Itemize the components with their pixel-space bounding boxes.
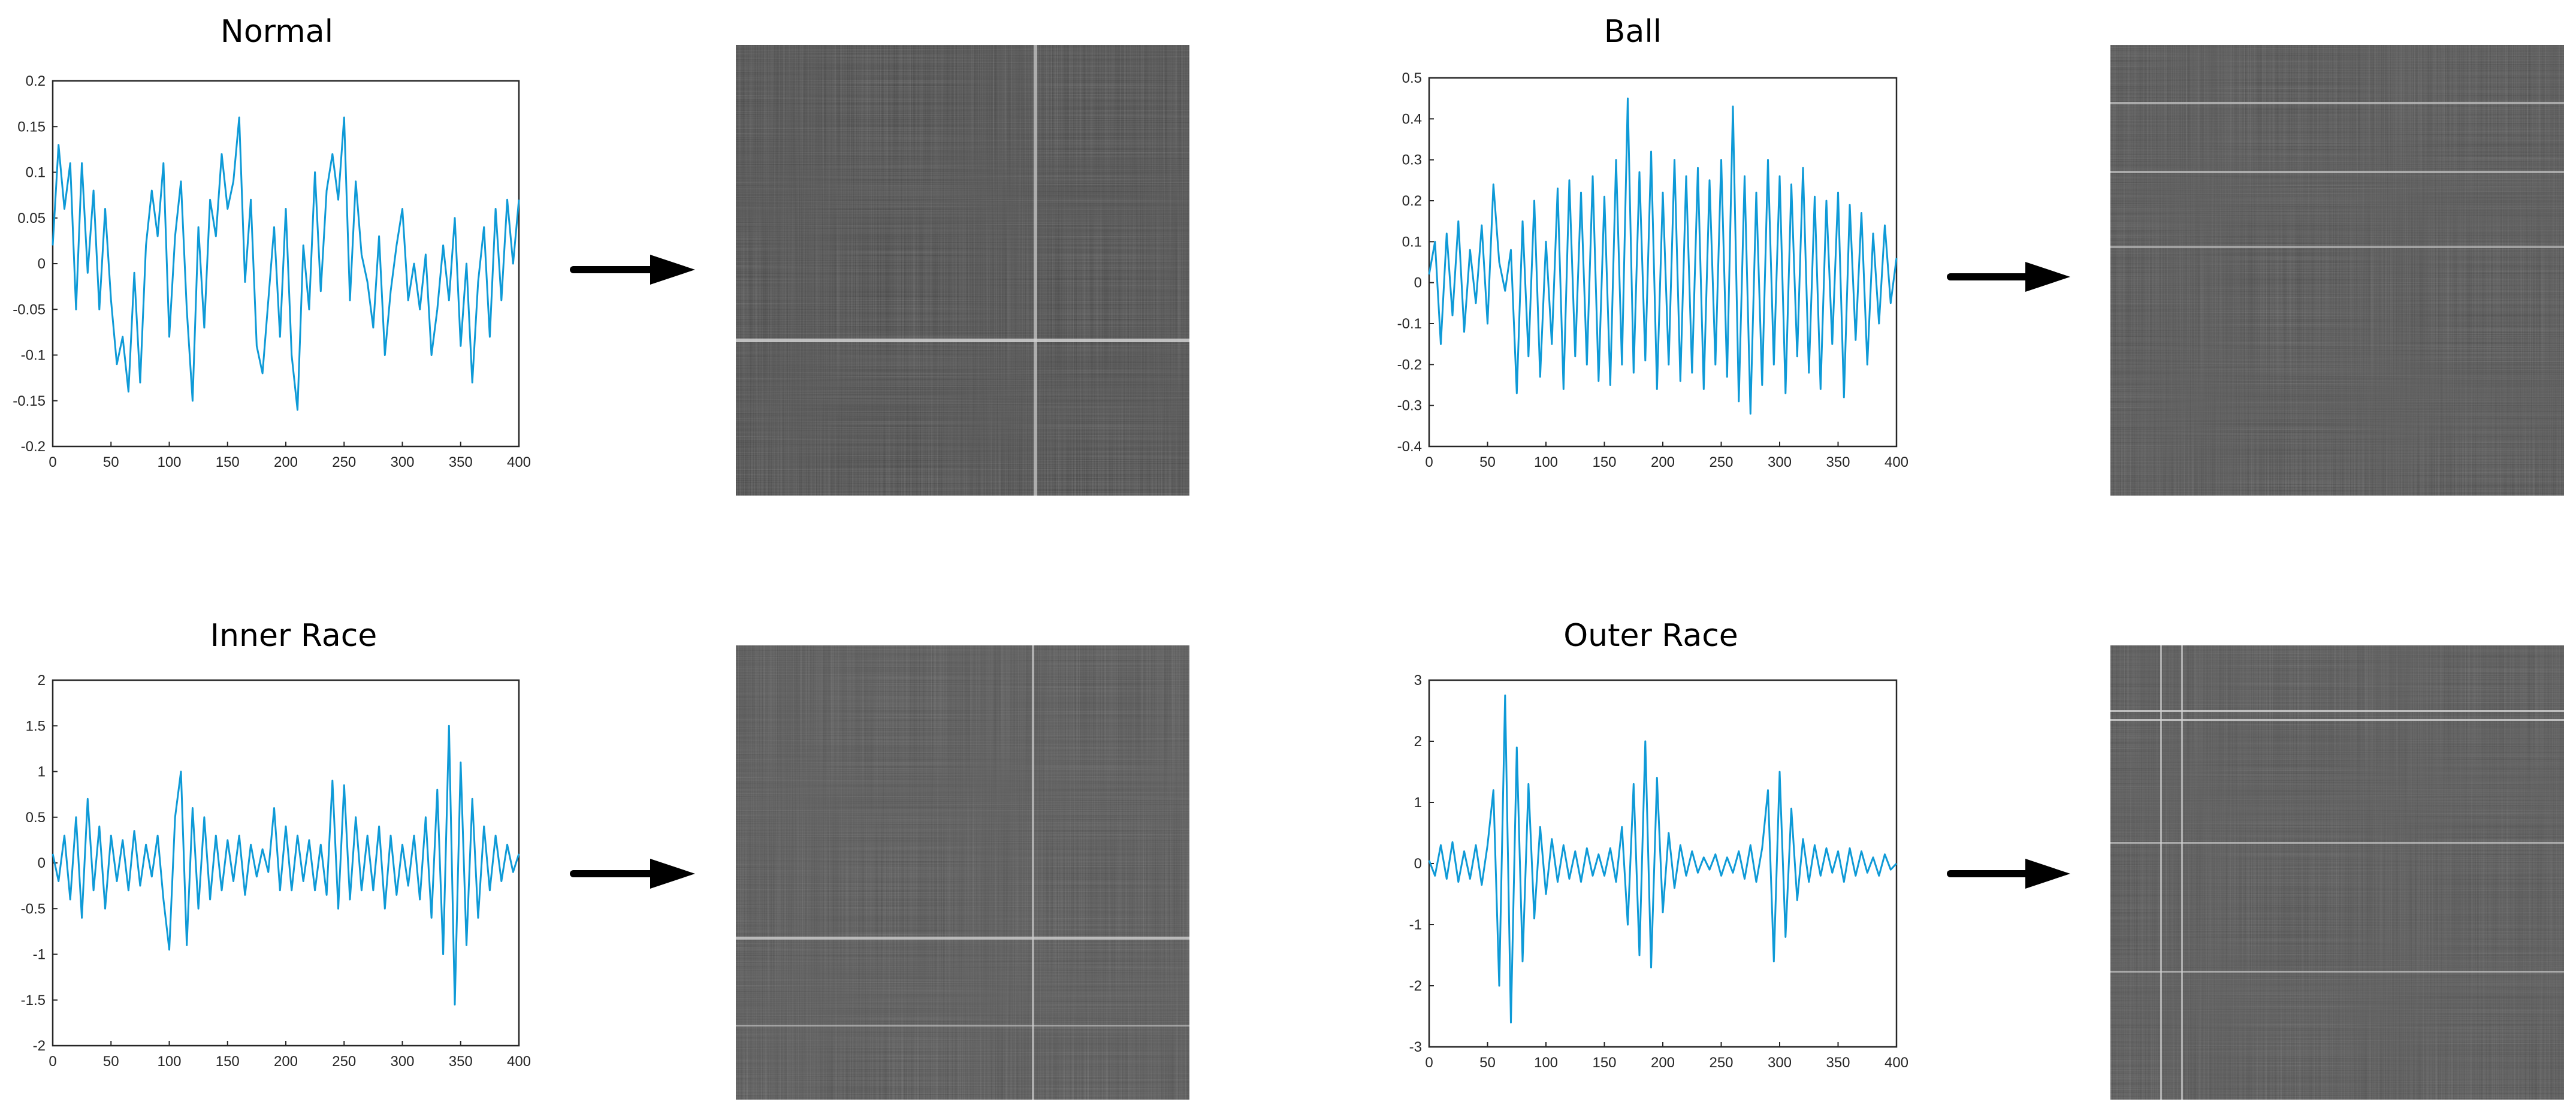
x-tick-label: 0 bbox=[1425, 454, 1433, 470]
x-tick-label: 150 bbox=[1592, 1055, 1616, 1071]
y-tick-label: -0.1 bbox=[21, 348, 46, 364]
x-tick-label: 250 bbox=[1709, 1055, 1733, 1071]
y-tick-label: 0 bbox=[38, 855, 46, 871]
axes-outer-race: 0 50 100 150 200 250 300 350 400 3 2 1 0 -1 -2 -3 bbox=[1409, 672, 1908, 1071]
plot-title-normal: Normal bbox=[221, 14, 333, 50]
arrow-inner-race bbox=[570, 859, 695, 889]
x-tick-label: 400 bbox=[507, 1053, 531, 1070]
plot-area bbox=[1428, 679, 1898, 1048]
x-tick-label: 50 bbox=[103, 1053, 119, 1070]
y-tick-label: 1.5 bbox=[26, 718, 46, 734]
x-tick-label: 200 bbox=[274, 454, 298, 470]
x-tick-label: 150 bbox=[216, 1053, 240, 1070]
plot-title-inner-race: Inner Race bbox=[210, 618, 378, 654]
y-tick-label: -0.2 bbox=[21, 439, 46, 455]
axes-normal: 0 50 100 150 200 250 300 350 4000.20.150.10.050-… bbox=[13, 73, 531, 470]
plot-title-ball: Ball bbox=[1604, 14, 1662, 50]
y-tick-label: 0.1 bbox=[1402, 234, 1422, 250]
x-tick-label: 300 bbox=[1768, 454, 1792, 470]
y-tick-label: 0.5 bbox=[1402, 70, 1422, 86]
plot-title-outer-race: Outer Race bbox=[1563, 618, 1738, 654]
x-tick-label: 350 bbox=[449, 1053, 473, 1070]
x-tick-label: 100 bbox=[157, 1053, 181, 1070]
y-tick-label: 0.15 bbox=[17, 119, 46, 135]
x-tick-label: 350 bbox=[449, 454, 473, 470]
y-tick-label: -0.1 bbox=[1397, 316, 1422, 332]
x-tick-label: 150 bbox=[216, 454, 240, 470]
x-tick-label: 250 bbox=[332, 454, 356, 470]
y-tick-label: 0 bbox=[1414, 856, 1422, 872]
y-tick-label: 3 bbox=[1414, 672, 1422, 689]
image-ball bbox=[2110, 45, 2564, 496]
arrow-ball bbox=[1947, 262, 2070, 292]
panel-ball: Ball 0 50 100 150 200 250 300 350 400 0.5 0.4 0.3 0.… bbox=[1397, 14, 2564, 496]
x-tick-label: 100 bbox=[1534, 454, 1558, 470]
x-tick-label: 200 bbox=[274, 1053, 298, 1070]
x-tick-label: 350 bbox=[1826, 454, 1850, 470]
x-tick-label: 200 bbox=[1651, 1055, 1675, 1071]
x-tick-label: 300 bbox=[390, 1053, 414, 1070]
y-tick-label: -0.15 bbox=[13, 393, 46, 409]
x-tick-label: 50 bbox=[1479, 454, 1496, 470]
x-tick-label: 300 bbox=[390, 454, 414, 470]
x-tick-label: 100 bbox=[1534, 1055, 1558, 1071]
y-tick-label: 0.2 bbox=[26, 73, 46, 89]
y-tick-label: 1 bbox=[38, 764, 46, 780]
y-tick-label: 0 bbox=[1414, 275, 1422, 291]
x-tick-label: 150 bbox=[1592, 454, 1616, 470]
x-tick-label: 400 bbox=[1885, 454, 1908, 470]
y-tick-label: -3 bbox=[1409, 1039, 1422, 1055]
y-tick-label: 0.4 bbox=[1402, 111, 1422, 127]
y-tick-label: -0.4 bbox=[1397, 439, 1422, 455]
panel-outer-race: Outer Race 0 50 100 150 200 250 300 350 4003210-… bbox=[1409, 618, 2564, 1100]
arrow-outer-race bbox=[1947, 859, 2070, 889]
y-tick-label: 2 bbox=[38, 672, 46, 689]
image-normal bbox=[736, 45, 1189, 496]
x-tick-label: 50 bbox=[1479, 1055, 1496, 1071]
y-tick-label: 1 bbox=[1414, 795, 1422, 811]
x-tick-label: 400 bbox=[1885, 1055, 1908, 1071]
y-tick-label: -2 bbox=[33, 1038, 46, 1054]
plot-area bbox=[1428, 77, 1898, 448]
panel-normal: Normal 0 50 100 150 200 250 300 350 400 0.2 0.15 0.… bbox=[13, 14, 1189, 496]
y-tick-label: -0.2 bbox=[1397, 357, 1422, 373]
y-tick-label: 0.05 bbox=[17, 210, 46, 227]
x-tick-label: 200 bbox=[1651, 454, 1675, 470]
y-tick-label: -0.3 bbox=[1397, 398, 1422, 414]
y-tick-label: 0.1 bbox=[26, 165, 46, 181]
image-outer-race bbox=[2110, 645, 2564, 1100]
panel-inner-race: Inner Race 0 50 100 150 200 250 300 350 400 2 1.5 1… bbox=[21, 618, 1189, 1100]
arrow-normal bbox=[570, 255, 695, 285]
x-tick-label: 0 bbox=[1425, 1055, 1433, 1071]
x-tick-label: 300 bbox=[1768, 1055, 1792, 1071]
y-tick-label: -0.05 bbox=[13, 301, 46, 318]
y-tick-label: -2 bbox=[1409, 978, 1422, 994]
axes-inner-race: 0 50 100 150 200 250 300 350 400 2 1.5 1 0.5 0 -0.5 -1 -… bbox=[21, 672, 531, 1070]
x-tick-label: 250 bbox=[332, 1053, 356, 1070]
x-tick-label: 0 bbox=[49, 1053, 56, 1070]
x-tick-label: 350 bbox=[1826, 1055, 1850, 1071]
y-tick-label: -0.5 bbox=[21, 901, 46, 917]
y-tick-label: 0 bbox=[38, 256, 46, 272]
y-tick-label: -1.5 bbox=[21, 992, 46, 1009]
x-tick-label: 250 bbox=[1709, 454, 1733, 470]
x-tick-label: 400 bbox=[507, 454, 531, 470]
x-tick-label: 0 bbox=[49, 454, 56, 470]
plot-area bbox=[52, 80, 520, 448]
y-tick-label: -1 bbox=[33, 947, 46, 963]
y-tick-label: 0.2 bbox=[1402, 193, 1422, 209]
x-tick-label: 100 bbox=[157, 454, 181, 470]
y-tick-label: -1 bbox=[1409, 917, 1422, 933]
y-tick-label: 0.5 bbox=[26, 810, 46, 826]
axes-ball: 0 50 100 150 200 250 300 350 400 0.5 0.4 0.3 0.2 0.1 0… bbox=[1397, 70, 1908, 470]
y-tick-label: 0.3 bbox=[1402, 152, 1422, 168]
image-inner-race bbox=[736, 645, 1189, 1100]
y-tick-label: 2 bbox=[1414, 733, 1422, 750]
x-tick-label: 50 bbox=[103, 454, 119, 470]
